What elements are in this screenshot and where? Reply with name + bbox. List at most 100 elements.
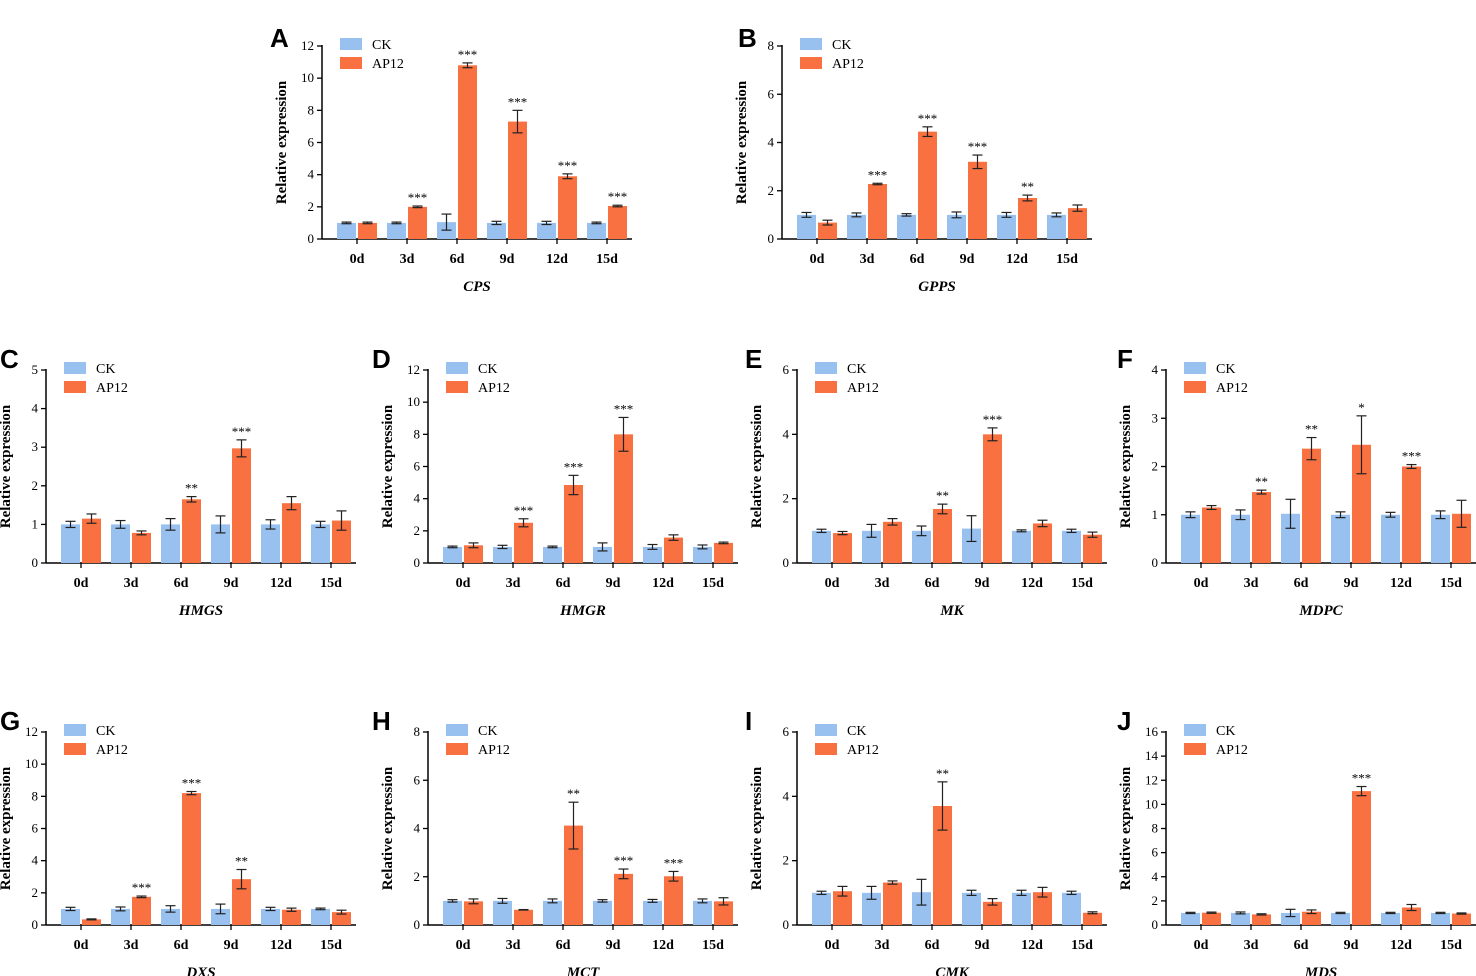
significance-label: *** (918, 111, 938, 126)
bar-ap12-3d (132, 532, 151, 563)
legend-label-ck: CK (478, 724, 497, 739)
legend-swatch-ck (815, 362, 837, 374)
x-tick-label: 15d (1071, 938, 1093, 953)
x-tick-label: 12d (270, 576, 292, 591)
bar-ck-6d (1281, 912, 1300, 925)
bar-ap12-12d (1033, 523, 1052, 563)
gene-label: CPS (463, 279, 491, 295)
bar-ap12-3d (132, 896, 151, 925)
y-tick-label: 10 (301, 70, 314, 85)
x-tick-label: 6d (1294, 938, 1309, 953)
bar-ck-15d (311, 524, 330, 563)
bar-ck-9d (962, 892, 981, 925)
x-tick-label: 0d (456, 938, 471, 953)
x-tick-label: 6d (556, 576, 571, 591)
y-tick-label: 4 (783, 426, 790, 441)
legend-label-ck: CK (847, 362, 866, 377)
bar-ap12-15d (1083, 534, 1102, 563)
panel-letter: C (0, 344, 19, 374)
x-tick-label: 9d (606, 576, 621, 591)
bar-ap12-3d (883, 882, 902, 925)
bar-ap12-12d (282, 503, 301, 563)
significance-label: *** (614, 853, 634, 868)
y-tick-label: 6 (32, 821, 39, 836)
gene-label: MDS (1304, 965, 1338, 976)
y-tick-label: 8 (32, 788, 39, 803)
legend-label-ck: CK (1216, 724, 1235, 739)
legend-label-ap12: AP12 (96, 381, 128, 396)
y-tick-label: 2 (32, 478, 39, 493)
bar-ck-3d (111, 524, 130, 563)
x-tick-label: 9d (606, 938, 621, 953)
y-tick-label: 8 (414, 724, 421, 739)
legend-swatch-ap12 (64, 381, 86, 393)
x-tick-label: 3d (875, 938, 890, 953)
gene-label: GPPS (918, 279, 956, 295)
x-tick-label: 3d (1244, 576, 1259, 591)
legend-swatch-ck (64, 724, 86, 736)
x-tick-label: 15d (702, 576, 724, 591)
bar-ck-3d (387, 222, 406, 239)
legend-label-ap12: AP12 (478, 743, 510, 758)
x-tick-label: 3d (506, 938, 521, 953)
panel-letter: E (745, 344, 762, 374)
x-tick-label: 3d (1244, 938, 1259, 953)
legend-swatch-ap12 (64, 743, 86, 755)
significance-label: *** (608, 189, 628, 204)
legend-swatch-ck (446, 362, 468, 374)
x-tick-label: 6d (174, 938, 189, 953)
significance-label: *** (614, 401, 634, 416)
x-tick-label: 3d (124, 576, 139, 591)
bar-ck-15d (1047, 214, 1066, 239)
y-tick-label: 2 (32, 885, 39, 900)
legend-label-ck: CK (1216, 362, 1235, 377)
x-tick-label: 12d (546, 252, 568, 267)
legend-swatch-ck (446, 724, 468, 736)
bar-ck-0d (812, 892, 831, 925)
legend-label-ap12: AP12 (1216, 381, 1248, 396)
y-axis-title: Relative expression (380, 766, 396, 890)
bar-ap12-12d (1033, 892, 1052, 925)
x-tick-label: 15d (702, 938, 724, 953)
bar-ap12-0d (358, 222, 377, 239)
bar-ap12-3d (514, 909, 533, 925)
bar-ck-12d (1012, 530, 1031, 563)
x-tick-label: 0d (810, 252, 825, 267)
significance-label: *** (408, 190, 428, 205)
bar-ap12-6d (1302, 911, 1321, 925)
bar-ap12-3d (883, 521, 902, 563)
significance-label: *** (564, 459, 584, 474)
panel-letter: I (745, 706, 752, 736)
bar-ck-12d (261, 908, 280, 925)
x-tick-label: 0d (456, 576, 471, 591)
x-tick-label: 15d (1440, 938, 1462, 953)
y-tick-label: 0 (783, 917, 790, 932)
x-tick-label: 15d (1056, 252, 1078, 267)
bar-ap12-15d (1083, 912, 1102, 925)
bar-ck-0d (61, 524, 80, 563)
x-tick-label: 0d (1194, 576, 1209, 591)
bar-ap12-3d (514, 522, 533, 563)
y-tick-label: 3 (1152, 410, 1159, 425)
bar-ck-12d (1381, 514, 1400, 563)
gene-label: MCT (566, 965, 600, 976)
y-tick-label: 4 (1152, 362, 1159, 377)
bar-ck-9d (1331, 514, 1350, 563)
legend-swatch-ap12 (1184, 743, 1206, 755)
panel-letter: G (0, 706, 20, 736)
bar-ck-6d (1281, 513, 1300, 563)
bar-ck-3d (493, 900, 512, 925)
bar-ap12-3d (868, 183, 887, 239)
y-tick-label: 4 (1152, 869, 1159, 884)
y-tick-label: 6 (768, 86, 775, 101)
x-tick-label: 6d (450, 252, 465, 267)
y-tick-label: 2 (308, 199, 315, 214)
bar-ck-0d (797, 214, 816, 239)
bar-ap12-15d (1068, 208, 1087, 239)
panel-b: B 0 2 4 6 8 Relative expression 0d 3d *** 6d *** 9d *… (734, 23, 1092, 295)
x-tick-label: 3d (506, 576, 521, 591)
y-tick-label: 0 (414, 555, 421, 570)
x-tick-label: 12d (270, 938, 292, 953)
bar-ck-3d (847, 214, 866, 239)
panel-i: I 0 2 4 6 Relative expression 0d 3d 6d ** 9d 12d 15d… (745, 706, 1107, 976)
